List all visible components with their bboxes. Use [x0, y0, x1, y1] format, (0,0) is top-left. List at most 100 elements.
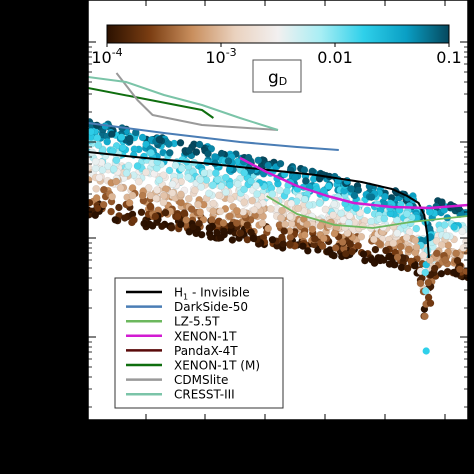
scatter-point	[209, 181, 217, 189]
scatter-point	[233, 180, 242, 188]
scatter-point	[324, 182, 333, 190]
scatter-point	[194, 200, 202, 209]
legend: H1 - InvisibleDarkSide-50LZ-5.5TXENON-1T…	[114, 277, 284, 409]
scatter-point	[98, 166, 107, 174]
scatter-point	[177, 164, 186, 173]
scatter-point	[412, 243, 421, 252]
scatter-point	[151, 212, 160, 221]
scatter-point	[247, 177, 255, 185]
scatter-point	[219, 219, 228, 227]
legend-label: XENON-1T	[174, 329, 237, 343]
scatter-point	[109, 165, 118, 173]
scatter-point	[138, 133, 147, 142]
scatter-point	[205, 189, 213, 198]
scatter-point	[396, 242, 405, 251]
scatter-point	[450, 268, 458, 277]
scatter-point	[155, 176, 164, 184]
legend-label: XENON-1T (M)	[174, 359, 260, 373]
scatter-point	[411, 236, 420, 245]
scatter-point	[219, 227, 228, 235]
scatter-point	[450, 223, 458, 231]
axis-ticks	[88, 0, 468, 420]
scatter-point	[381, 192, 389, 201]
scatter-point	[393, 229, 402, 237]
scatter-point	[196, 208, 204, 216]
scatter-point	[122, 169, 131, 177]
limit-curve	[88, 122, 339, 151]
colorbar-tick-label: 10-4	[91, 46, 122, 67]
colorbar-label: gD	[252, 59, 302, 93]
scatter-point	[161, 208, 170, 217]
scatter-point	[354, 186, 363, 194]
scatter-point	[421, 312, 429, 321]
scatter-point	[337, 209, 345, 218]
scatter-point	[225, 181, 234, 189]
scatter-point	[168, 180, 177, 189]
scatter-point	[88, 127, 95, 136]
scatter-point	[155, 135, 164, 144]
limit-curve	[88, 87, 214, 119]
scatter-point	[330, 200, 339, 208]
scatter-point	[432, 249, 441, 258]
scatter-point	[268, 190, 277, 198]
scatter-point	[153, 186, 161, 194]
scatter-point	[361, 256, 369, 265]
scatter-point	[301, 177, 310, 185]
scatter-point	[279, 240, 288, 248]
scatter-point	[208, 216, 216, 224]
scatter-point	[133, 162, 142, 170]
scatter-point	[240, 198, 248, 206]
scatter-point	[283, 187, 291, 196]
scatter-point	[211, 152, 219, 161]
legend-label: CDMSlite	[174, 373, 228, 387]
scatter-point	[217, 182, 226, 190]
scatter-point	[236, 229, 245, 237]
scatter-point	[184, 194, 193, 203]
scatter-point	[222, 188, 230, 197]
scatter-point	[187, 205, 196, 213]
scatter-point	[117, 133, 126, 141]
scatter-point	[419, 251, 428, 260]
scatter-point	[240, 185, 248, 194]
scatter-point	[338, 238, 347, 246]
scatter-point	[176, 220, 185, 229]
scatter-point	[286, 212, 295, 221]
scatter-point	[426, 256, 434, 264]
scatter-point	[209, 199, 218, 208]
scatter-point	[159, 198, 168, 207]
scatter-point	[345, 211, 354, 220]
scatter-point	[165, 148, 174, 157]
limit-curve	[239, 156, 468, 210]
colorbar-ticks: 10-4 10-3 0.01 0.1	[91, 43, 462, 67]
scatter-point	[168, 189, 177, 197]
scatter-point	[177, 198, 185, 207]
scatter-point	[404, 245, 413, 254]
scatter-point	[300, 231, 309, 239]
scatter-point	[253, 190, 261, 198]
limit-curve	[266, 195, 468, 229]
scatter-point	[310, 235, 319, 243]
scatter-point	[189, 223, 197, 231]
scatter-point	[403, 210, 411, 218]
scatter-point	[421, 287, 430, 295]
scatter-point	[410, 261, 419, 270]
scatter-point	[217, 149, 226, 158]
scatter-point	[286, 233, 295, 242]
scatter-point	[316, 222, 325, 230]
scatter-point	[224, 157, 233, 165]
scatter-point	[250, 206, 259, 214]
scatter-point	[108, 130, 116, 138]
axes-frame	[87, 0, 469, 421]
scatter-point	[305, 201, 314, 209]
scatter-point	[354, 241, 363, 250]
scatter-point	[303, 246, 312, 255]
scatter-point	[380, 214, 389, 223]
scatter-point	[315, 199, 324, 207]
scatter-point	[268, 235, 277, 244]
scatter-point	[294, 204, 303, 213]
colorbar-tick-label: 10-3	[205, 46, 236, 67]
scatter-point	[142, 140, 150, 149]
scatter-point	[357, 232, 366, 241]
scatter-point	[121, 214, 129, 222]
scatter-point	[209, 207, 217, 216]
